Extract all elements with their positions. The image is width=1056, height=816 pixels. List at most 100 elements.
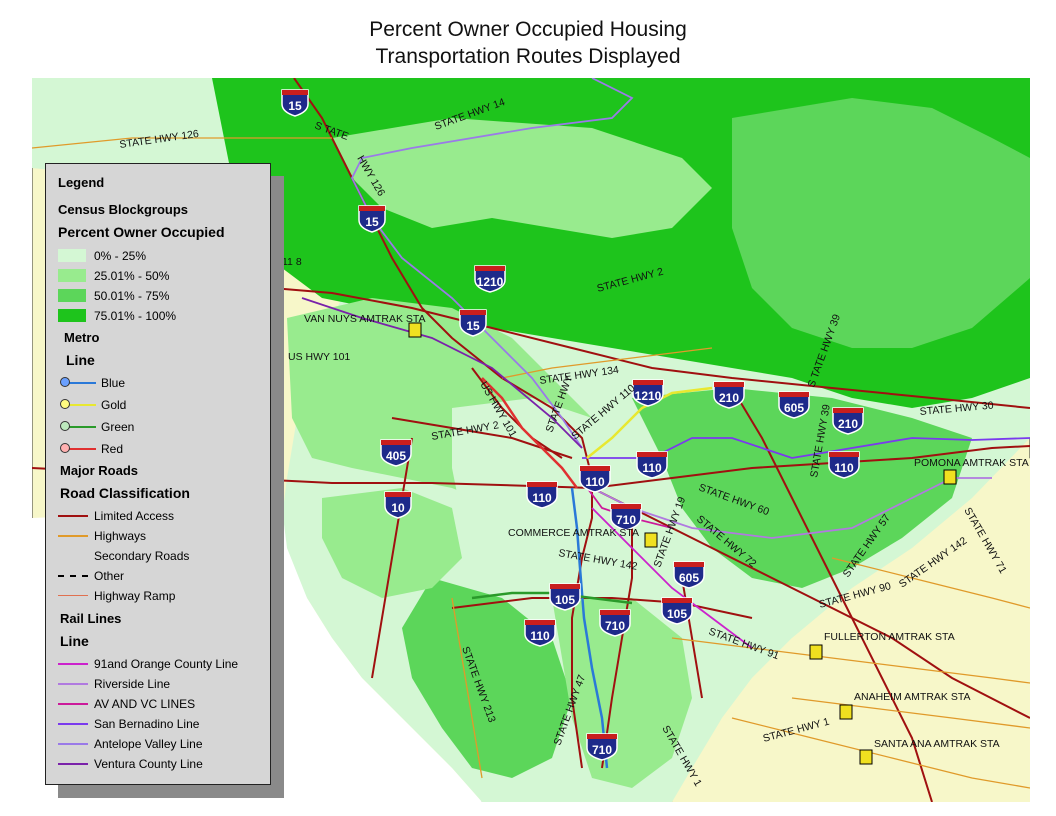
shield-label: 405: [386, 449, 406, 463]
shield-label: 15: [288, 99, 302, 113]
legend-rail-riverside: Riverside Line: [46, 675, 272, 693]
legend-rail-line: Line: [60, 633, 89, 649]
interstate-shields: 15 15 15 1210 1210 210 210 605 605 405 1…: [281, 89, 864, 761]
road-label-legend: Secondary Roads: [94, 549, 190, 563]
shield-label: 210: [838, 417, 858, 431]
desert-zone-light: [332, 118, 712, 238]
road-label: US HWY 101: [288, 351, 350, 363]
shield-label: 1210: [477, 275, 504, 289]
rail-label: Riverside Line: [94, 677, 171, 691]
legend-road-highways: Highways: [46, 527, 272, 545]
map-title-line1: Percent Owner Occupied Housing: [369, 18, 687, 41]
rail-label: Antelope Valley Line: [94, 737, 203, 751]
metro-gold-icon: [60, 399, 70, 409]
legend-metro-green: Green: [46, 418, 272, 436]
legend-road-limited: Limited Access: [46, 507, 272, 525]
legend-rail-91: 91and Orange County Line: [46, 655, 272, 673]
shield-label: 110: [530, 629, 550, 643]
legend-rail: Rail Lines: [60, 611, 122, 626]
station-label: FULLERTON AMTRAK STA: [824, 631, 955, 643]
westside-light: [322, 488, 462, 598]
shield-label: 105: [667, 607, 687, 621]
shield-label: 110: [834, 461, 854, 475]
station-icon: [943, 469, 957, 485]
legend-metro-line: Line: [66, 352, 95, 368]
legend-class-2: 50.01% - 75%: [46, 287, 272, 305]
station-icon: [839, 704, 853, 720]
metro-label: Red: [101, 442, 124, 456]
rail-label: San Bernadino Line: [94, 717, 200, 731]
swatch-50-75: [58, 289, 86, 302]
station-label: VAN NUYS AMTRAK STA: [304, 313, 426, 325]
shield-label: 710: [605, 619, 625, 633]
legend-census: Census Blockgroups: [58, 202, 189, 217]
shield-label: 710: [616, 513, 636, 527]
legend-rail-av: Antelope Valley Line: [46, 735, 272, 753]
metro-red-icon: [60, 443, 70, 453]
shield-label: 15: [365, 215, 379, 229]
shield-label: 710: [592, 743, 612, 757]
shield-label: 210: [719, 391, 739, 405]
legend-rail-sb: San Bernadino Line: [46, 715, 272, 733]
station-label: ANAHEIM AMTRAK STA: [854, 691, 971, 703]
legend-major-roads: Major Roads: [60, 463, 139, 478]
legend-metro-red: Red: [46, 440, 272, 458]
shield-label: 605: [784, 401, 804, 415]
road-label-legend: Highway Ramp: [94, 589, 176, 603]
legend-class-0: 0% - 25%: [46, 247, 272, 265]
legend-road-ramp: Highway Ramp: [46, 587, 272, 605]
legend-class-3: 75.01% - 100%: [46, 307, 272, 325]
class-label: 50.01% - 75%: [94, 289, 170, 303]
legend-metro-gold: Gold: [46, 396, 272, 414]
map-title-line2: Transportation Routes Displayed: [375, 45, 681, 68]
legend-road-other: Other: [46, 567, 272, 585]
station-label: POMONA AMTRAK STA: [914, 457, 1029, 469]
legend-rail-avvc: AV AND VC LINES: [46, 695, 272, 713]
station-icon: [809, 644, 823, 660]
road-label: 11 8: [282, 256, 302, 268]
swatch-0-25: [58, 249, 86, 262]
metro-label: Green: [101, 420, 135, 434]
legend-metro-blue: Blue: [46, 374, 272, 392]
shield-label: 105: [555, 593, 575, 607]
class-label: 75.01% - 100%: [94, 309, 177, 323]
legend-rail-ventura: Ventura County Line: [46, 755, 272, 773]
class-label: 0% - 25%: [94, 249, 147, 263]
legend-road-class: Road Classification: [60, 485, 190, 501]
legend-panel: Legend Census Blockgroups Percent Owner …: [45, 163, 271, 785]
highway-roads: [32, 137, 1030, 789]
rail-label: AV AND VC LINES: [94, 697, 196, 711]
station-label: COMMERCE AMTRAK STA: [508, 527, 639, 539]
northeast-light: [732, 98, 1030, 348]
class-label: 25.01% - 50%: [94, 269, 170, 283]
metro-blue-icon: [60, 377, 70, 387]
metro-lines: [471, 377, 713, 769]
shield-label: 605: [679, 571, 699, 585]
station-icon: [644, 532, 658, 548]
road-label-legend: Limited Access: [94, 509, 175, 523]
shield-label: 15: [466, 319, 480, 333]
shield-label: 110: [532, 491, 552, 505]
swatch-25-50: [58, 269, 86, 282]
station-label: SANTA ANA AMTRAK STA: [874, 738, 1000, 750]
swatch-75-100: [58, 309, 86, 322]
legend-pct: Percent Owner Occupied: [58, 224, 225, 240]
metro-green-icon: [60, 421, 70, 431]
station-icon: [859, 749, 873, 765]
legend-road-secondary: Secondary Roads: [46, 547, 272, 565]
rail-label: Ventura County Line: [94, 757, 203, 771]
road-label-legend: Highways: [94, 529, 147, 543]
shield-label: 110: [642, 461, 662, 475]
legend-class-1: 25.01% - 50%: [46, 267, 272, 285]
road-label-legend: Other: [94, 569, 125, 583]
legend-metro: Metro: [64, 330, 100, 345]
shield-label: 110: [585, 475, 605, 489]
amtrak-stations: VAN NUYS AMTRAK STA POMONA AMTRAK STA CO…: [304, 313, 1029, 765]
metro-label: Gold: [101, 398, 127, 412]
shield-label: 10: [391, 501, 405, 515]
shield-label: 1210: [635, 389, 662, 403]
station-icon: [408, 322, 422, 338]
metro-label: Blue: [101, 376, 126, 390]
legend-title: Legend: [58, 175, 105, 190]
rail-label: 91and Orange County Line: [94, 657, 239, 671]
